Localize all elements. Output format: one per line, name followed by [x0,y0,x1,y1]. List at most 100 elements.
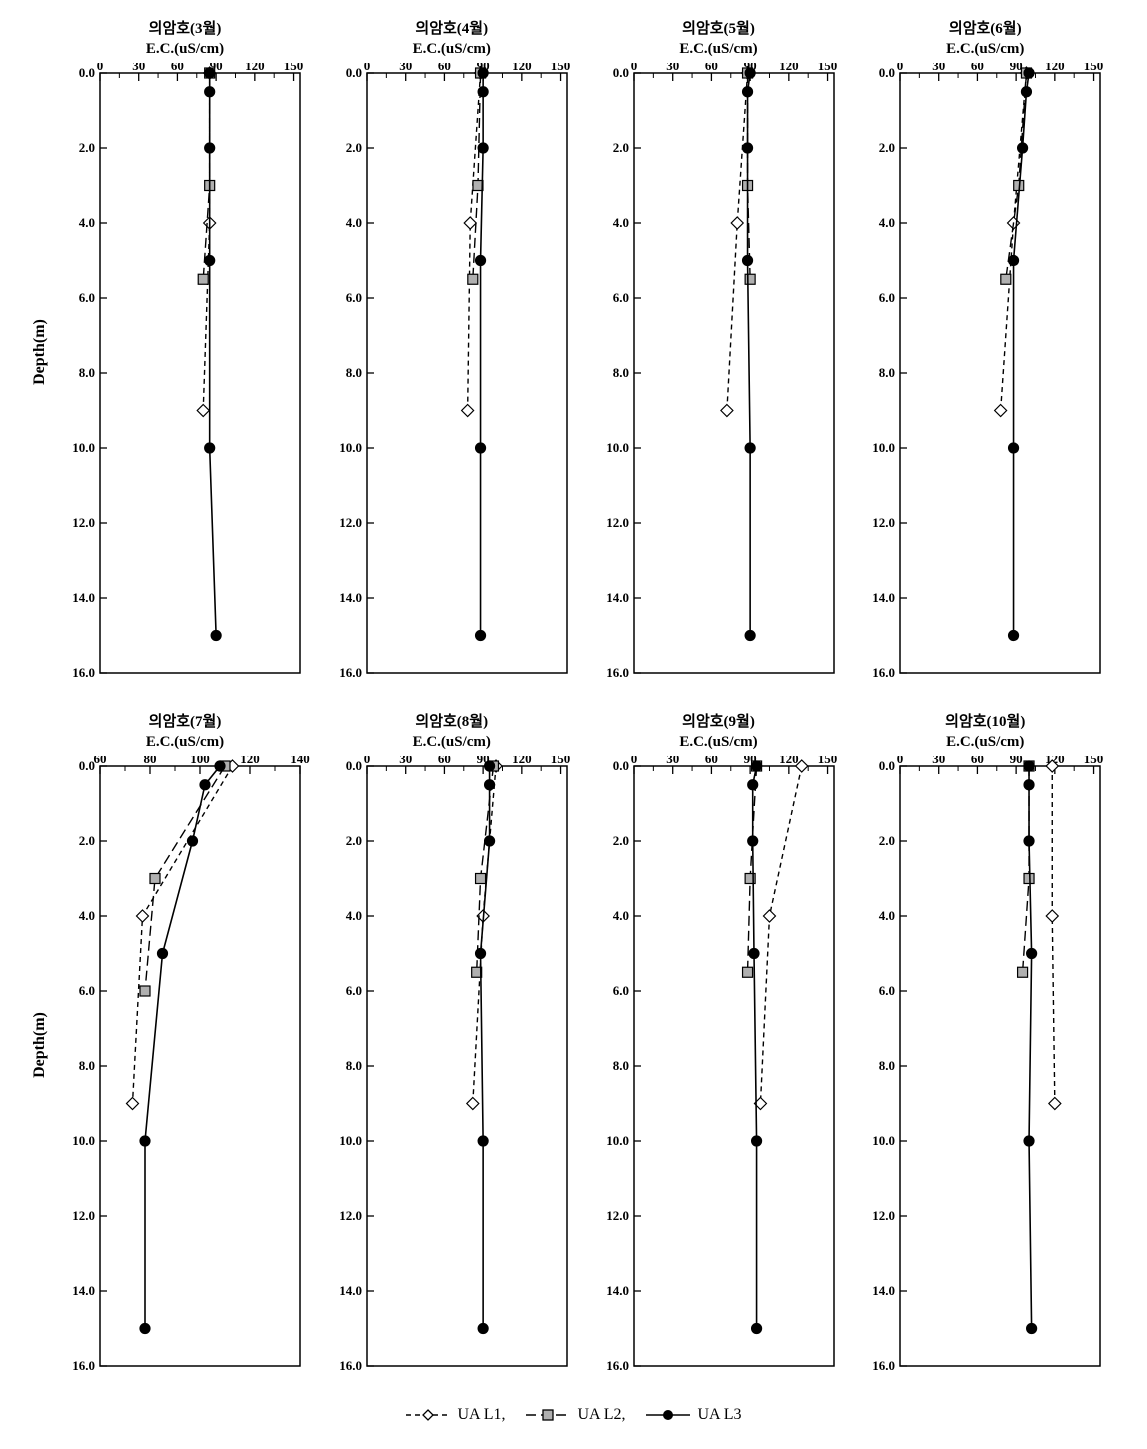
svg-text:120: 120 [512,756,532,766]
svg-text:0: 0 [630,63,637,73]
svg-text:10.0: 10.0 [606,1133,629,1148]
svg-text:0: 0 [897,756,904,766]
svg-text:14.0: 14.0 [873,1283,896,1298]
svg-text:16.0: 16.0 [606,1358,629,1371]
svg-text:8.0: 8.0 [79,365,95,380]
svg-text:0.0: 0.0 [346,65,362,80]
svg-text:30: 30 [132,63,145,73]
svg-text:4.0: 4.0 [612,908,628,923]
svg-text:2.0: 2.0 [612,140,628,155]
svg-text:10.0: 10.0 [606,440,629,455]
svg-text:150: 150 [284,63,304,73]
svg-text:6.0: 6.0 [79,290,95,305]
chart-svg: 03060901201500.02.04.06.08.010.012.014.0… [327,63,577,678]
panel-title: 의암호(5월)E.C.(uS/cm) [594,20,844,59]
chart-svg: 03060901201500.02.04.06.08.010.012.014.0… [860,63,1110,678]
svg-text:6.0: 6.0 [346,983,362,998]
svg-text:14.0: 14.0 [72,590,95,605]
svg-text:16.0: 16.0 [339,665,362,678]
svg-text:120: 120 [240,756,260,766]
svg-text:2.0: 2.0 [79,140,95,155]
svg-text:0.0: 0.0 [79,65,95,80]
svg-text:30: 30 [399,63,412,73]
svg-text:8.0: 8.0 [79,1058,95,1073]
panel-grid: Depth(m) 의암호(3월)E.C.(uS/cm)0306090120150… [20,20,1127,1376]
svg-text:0: 0 [364,63,371,73]
svg-text:12.0: 12.0 [339,515,362,530]
legend-item-l1: UA L1, [406,1406,506,1424]
panel-title: 의암호(9월)E.C.(uS/cm) [594,713,844,752]
panel-title: 의암호(10월)E.C.(uS/cm) [860,713,1110,752]
svg-text:60: 60 [438,63,451,73]
panel-m6: 의암호(6월)E.C.(uS/cm)03060901201500.02.04.0… [860,20,1110,683]
svg-text:0.0: 0.0 [879,758,895,773]
svg-text:8.0: 8.0 [879,365,895,380]
svg-text:12.0: 12.0 [606,1208,629,1223]
svg-text:60: 60 [438,756,451,766]
svg-text:30: 30 [399,756,412,766]
svg-text:10.0: 10.0 [339,440,362,455]
svg-text:10.0: 10.0 [72,1133,95,1148]
svg-text:0.0: 0.0 [346,758,362,773]
svg-text:16.0: 16.0 [72,665,95,678]
svg-text:0.0: 0.0 [79,758,95,773]
svg-text:4.0: 4.0 [346,908,362,923]
panel-m5: 의암호(5월)E.C.(uS/cm)03060901201500.02.04.0… [594,20,844,683]
svg-text:16.0: 16.0 [873,665,896,678]
svg-text:120: 120 [245,63,265,73]
svg-text:30: 30 [666,63,679,73]
svg-text:150: 150 [817,756,837,766]
svg-text:14.0: 14.0 [606,1283,629,1298]
svg-text:6.0: 6.0 [79,983,95,998]
panel-m3: 의암호(3월)E.C.(uS/cm)03060901201500.02.04.0… [60,20,310,683]
y-axis-label: Depth(m) [31,1012,49,1078]
svg-text:8.0: 8.0 [612,365,628,380]
svg-text:30: 30 [932,756,945,766]
svg-text:2.0: 2.0 [612,833,628,848]
svg-text:0: 0 [97,63,104,73]
legend-item-l3: UA L3 [646,1406,742,1424]
svg-text:14.0: 14.0 [339,1283,362,1298]
svg-text:10.0: 10.0 [72,440,95,455]
svg-text:16.0: 16.0 [339,1358,362,1371]
svg-text:150: 150 [1084,63,1104,73]
svg-text:100: 100 [190,756,210,766]
chart-svg: 03060901201500.02.04.06.08.010.012.014.0… [60,63,310,678]
svg-text:60: 60 [971,756,984,766]
svg-text:90: 90 [1010,756,1023,766]
svg-text:10.0: 10.0 [873,440,896,455]
svg-text:120: 120 [1045,63,1065,73]
svg-text:2.0: 2.0 [346,833,362,848]
svg-text:8.0: 8.0 [346,365,362,380]
panel-m8: 의암호(8월)E.C.(uS/cm)03060901201500.02.04.0… [327,713,577,1376]
svg-text:4.0: 4.0 [79,908,95,923]
svg-text:140: 140 [290,756,310,766]
chart-svg: 03060901201500.02.04.06.08.010.012.014.0… [327,756,577,1371]
svg-text:60: 60 [704,63,717,73]
svg-text:12.0: 12.0 [606,515,629,530]
svg-text:60: 60 [171,63,184,73]
svg-text:0.0: 0.0 [612,758,628,773]
svg-text:0.0: 0.0 [612,65,628,80]
svg-text:12.0: 12.0 [339,1208,362,1223]
panel-title: 의암호(4월)E.C.(uS/cm) [327,20,577,59]
svg-text:2.0: 2.0 [879,140,895,155]
y-axis-label: Depth(m) [31,319,49,385]
svg-text:150: 150 [1084,756,1104,766]
svg-text:150: 150 [551,756,571,766]
svg-text:14.0: 14.0 [606,590,629,605]
svg-text:2.0: 2.0 [879,833,895,848]
svg-text:150: 150 [817,63,837,73]
svg-text:60: 60 [94,756,107,766]
svg-text:12.0: 12.0 [873,1208,896,1223]
svg-text:14.0: 14.0 [72,1283,95,1298]
svg-text:12.0: 12.0 [72,515,95,530]
panel-title: 의암호(6월)E.C.(uS/cm) [860,20,1110,59]
svg-text:2.0: 2.0 [79,833,95,848]
svg-text:6.0: 6.0 [346,290,362,305]
svg-text:60: 60 [971,63,984,73]
svg-text:30: 30 [932,63,945,73]
svg-text:0: 0 [630,756,637,766]
svg-text:4.0: 4.0 [879,908,895,923]
chart-svg: 03060901201500.02.04.06.08.010.012.014.0… [594,63,844,678]
